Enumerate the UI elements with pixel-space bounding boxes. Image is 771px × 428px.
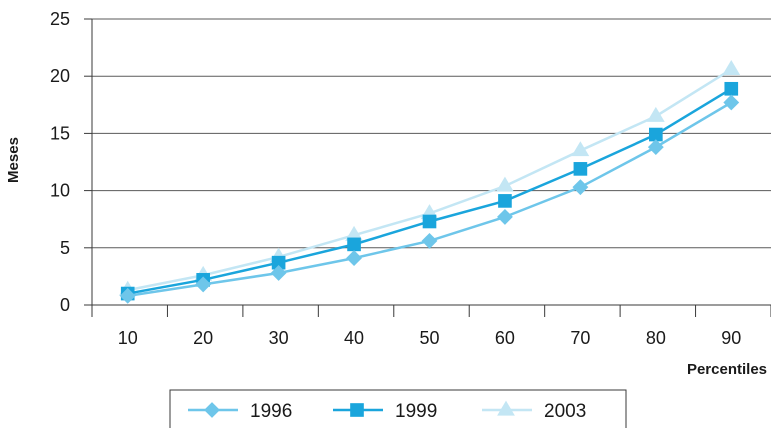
square-marker [724,81,739,96]
series-1996 [119,94,740,304]
diamond-marker [204,402,220,418]
diamond-marker [572,179,589,196]
triangle-marker [496,176,514,192]
triangle-marker [345,225,363,241]
legend-item-1999: 1999 [333,401,437,422]
x-axis-title: Percentiles [687,361,767,378]
x-tick-label: 10 [118,328,138,348]
square-marker [347,237,361,252]
square-marker [422,214,437,229]
series-line [127,101,732,298]
series [118,59,741,304]
diamond-marker [346,250,362,267]
series-2003 [118,59,741,296]
x-tick-label: 40 [344,328,364,348]
y-tick-label: 5 [60,238,70,258]
diamond-marker [270,265,287,281]
x-tick-label: 30 [269,328,289,348]
triangle-marker [571,141,590,157]
x-tick-label: 60 [495,328,515,348]
square-marker [649,127,663,142]
square-marker [271,255,286,270]
legend-item-1996: 1996 [188,401,292,422]
legend: 1996 1999 2003 [169,389,627,428]
diamond-marker [119,287,136,304]
diamond-marker [421,233,438,249]
y-tick-label: 25 [50,9,70,29]
diamond-marker [723,94,740,111]
x-tick-label: 70 [570,328,590,348]
square-marker [573,162,588,176]
gridlines [92,18,771,249]
legend-label: 1999 [395,401,437,422]
series-line [127,68,732,292]
y-axis-title: Meses [5,137,22,183]
x-tick-label: 20 [193,328,213,348]
legend-item-2003: 2003 [482,400,586,422]
triangle-marker [646,106,665,122]
series-1999 [120,81,739,301]
square-marker [498,194,512,208]
y-tick-label: 10 [50,181,70,201]
legend-box [169,389,627,428]
diamond-marker [195,276,212,293]
x-tick-label: 50 [419,328,439,348]
axes [84,18,771,317]
triangle-marker [722,59,741,75]
x-tick-label: 90 [721,328,741,348]
diamond-marker [647,139,664,156]
diamond-marker [497,208,513,225]
x-tick-label: 80 [646,328,666,348]
tick-labels: 0 5 10 15 20 25 10 20 30 40 50 60 70 80 90 [50,9,741,348]
legend-label: 1996 [250,401,292,422]
square-marker [350,403,364,417]
series-line [127,87,732,295]
y-tick-label: 15 [50,123,70,143]
y-tick-label: 20 [50,66,70,86]
legend-label: 2003 [544,401,586,422]
triangle-marker [497,400,515,416]
y-tick-label: 0 [60,295,70,315]
